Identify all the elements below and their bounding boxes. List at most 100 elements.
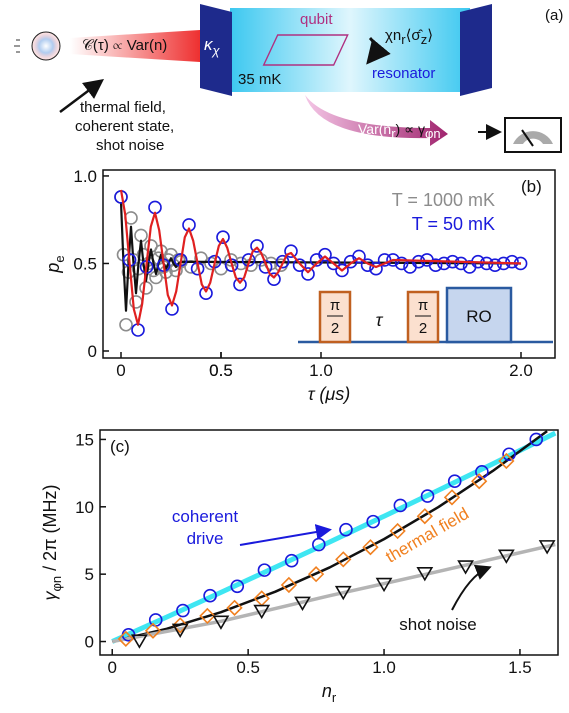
fit-line [111,430,557,644]
data-point [447,474,462,488]
annotation-line: drive [187,529,224,548]
annotation: coherent drive [172,507,238,548]
diagram: (a) 𝒞(τ) ∝ Var(n) κχ 35 mK qubit χn r ⟨σ̂z… [14,4,563,154]
data-point [375,577,393,593]
data-point [294,596,311,612]
data-point [394,256,409,271]
data-point [292,258,307,273]
label: χn [385,27,401,44]
panel-label: (b) [521,177,542,196]
label: shot noise [96,137,164,154]
qubit-icon [262,34,349,66]
data-point [457,560,474,575]
y-tick-label: 0 [85,633,94,652]
data-point [420,489,435,503]
arrow [59,79,104,113]
x-tick-label: 0.5 [209,361,233,380]
data-point [176,603,190,618]
x-tick-label: 0 [107,658,116,677]
legend-label: T = 50 mK [412,214,495,234]
axis-label: γφn / 2π (MHz) [40,484,64,600]
data-point [312,537,326,552]
y-tick-label: 1.0 [73,167,97,186]
qubit-label: qubit [300,11,333,28]
label: z [421,32,428,47]
data-point [428,258,443,273]
label: ⟩ [427,27,433,44]
label: coherent state, [75,118,174,135]
label: n [322,681,332,701]
data-point [253,604,271,620]
data-point [352,249,366,264]
label: e [52,255,67,262]
data-point [234,256,248,271]
data-point [172,617,189,634]
data-point [362,539,379,556]
data-point [267,272,281,287]
data-point [498,452,515,470]
source-formula: 𝒞(τ) ∝ Var(n) [82,37,167,54]
label: χ [212,43,221,58]
data-point [199,607,216,625]
mirror [200,4,232,96]
fit-line [111,542,556,644]
data-point [335,551,352,568]
data-point [224,258,239,273]
readout-pulse [445,286,513,344]
data-point [335,263,349,278]
label: r [391,126,396,141]
source [31,31,61,61]
annotation: shot noise [399,615,477,634]
label: ) ∝ γ [396,121,425,137]
data-point [171,623,189,638]
y-tick-label: 0.5 [73,254,97,273]
data-point [454,256,468,271]
data-point [334,585,352,601]
data-point [497,549,515,564]
data-point [505,254,519,269]
data-point [326,256,341,271]
label: resonator [372,65,435,82]
plot-area [111,430,557,649]
y-tick-label: 15 [75,430,94,449]
x-tick-label: 1.0 [309,361,333,380]
data-point [443,489,461,506]
data-point [471,473,488,490]
label: (a) [545,7,563,24]
label: Var(n [358,121,391,137]
data-point [301,267,315,281]
label: qubit [300,11,333,28]
data-point [119,317,133,332]
axis-label: τ (μs) [308,384,351,404]
data-point [199,286,213,301]
data-point [393,498,408,513]
data-point [280,576,298,594]
mirror [460,4,492,96]
legend-label: T = 1000 mK [392,190,495,210]
data-point [131,634,148,649]
pulse-sequence: π 2 π 2 τ RO [298,286,553,344]
arrow [366,36,391,65]
data-point [250,239,264,253]
label: κ [204,35,214,54]
label: ⟨σ̂ [406,27,424,44]
data-point [389,522,406,540]
data-point [139,281,153,295]
pulse-label: RO [466,307,492,326]
annotation-arrow [239,524,332,546]
data-point [216,230,230,245]
data-point [369,261,383,276]
label: p [43,263,63,274]
meter-needle [521,129,534,147]
data-point [117,630,134,647]
pulse-label: π [330,297,340,314]
data-point [226,599,243,616]
label: γ [40,591,60,601]
data-point [437,256,451,271]
label: φn [49,576,64,592]
label: r [332,690,337,705]
pulse [318,290,352,344]
x-tick-label: 1.0 [372,658,396,677]
temperature: 35 mK [238,71,281,88]
data-point [233,277,247,292]
